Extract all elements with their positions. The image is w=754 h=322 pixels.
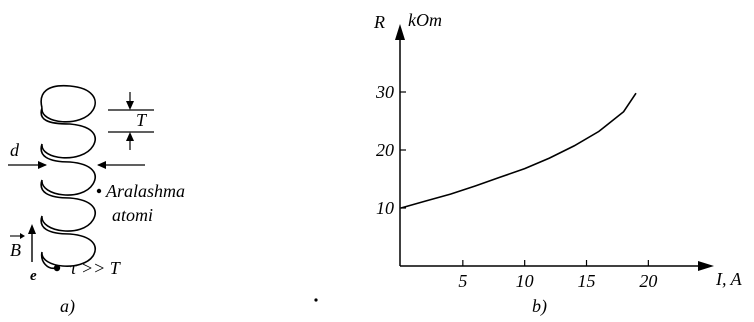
label-d: d [10,140,20,160]
x-tick-label: 10 [516,271,534,291]
y-tick-label: 30 [375,82,394,102]
d-arrow-left-head [38,161,47,169]
d-arrow-right-head [97,161,106,169]
label-e: e [30,268,37,284]
label-t: T [136,110,148,130]
y-tick-label: 20 [376,140,394,160]
y-ticks: 10 20 30 [375,82,406,218]
x-axis-label: I, A [715,269,743,289]
panel-a: T d Aralashma atomi B e τ >> T a) [8,84,185,317]
caption-a: a) [60,296,75,317]
x-axis-arrow [698,261,714,271]
helix-coil [40,84,96,270]
x-ticks: 5 10 15 20 [458,260,657,291]
label-impurity-line1: Aralashma [105,181,185,201]
label-b: B [10,240,21,260]
y-axis-unit: kOm [408,10,442,30]
caption-b: b) [532,296,547,317]
panel-b: R kOm I, A 5 10 15 20 10 20 30 b) [373,10,743,317]
x-tick-label: 5 [458,271,467,291]
series-line [400,92,637,209]
label-impurity-line2: atomi [112,205,153,225]
impurity-atom [96,188,102,194]
electron-dot [53,264,61,272]
x-tick-label: 20 [639,271,657,291]
label-tau: τ >> T [70,258,122,278]
y-tick-label: 10 [376,198,394,218]
y-axis-symbol: R [373,12,385,32]
stray-dot [314,298,318,302]
t-arrow-bottom-head [126,132,134,141]
y-axis-arrow [395,24,405,40]
b-vector-bar-tip [20,233,25,239]
b-arrow-head [28,224,36,234]
x-tick-label: 15 [578,271,596,291]
t-arrow-top-head [126,101,134,110]
